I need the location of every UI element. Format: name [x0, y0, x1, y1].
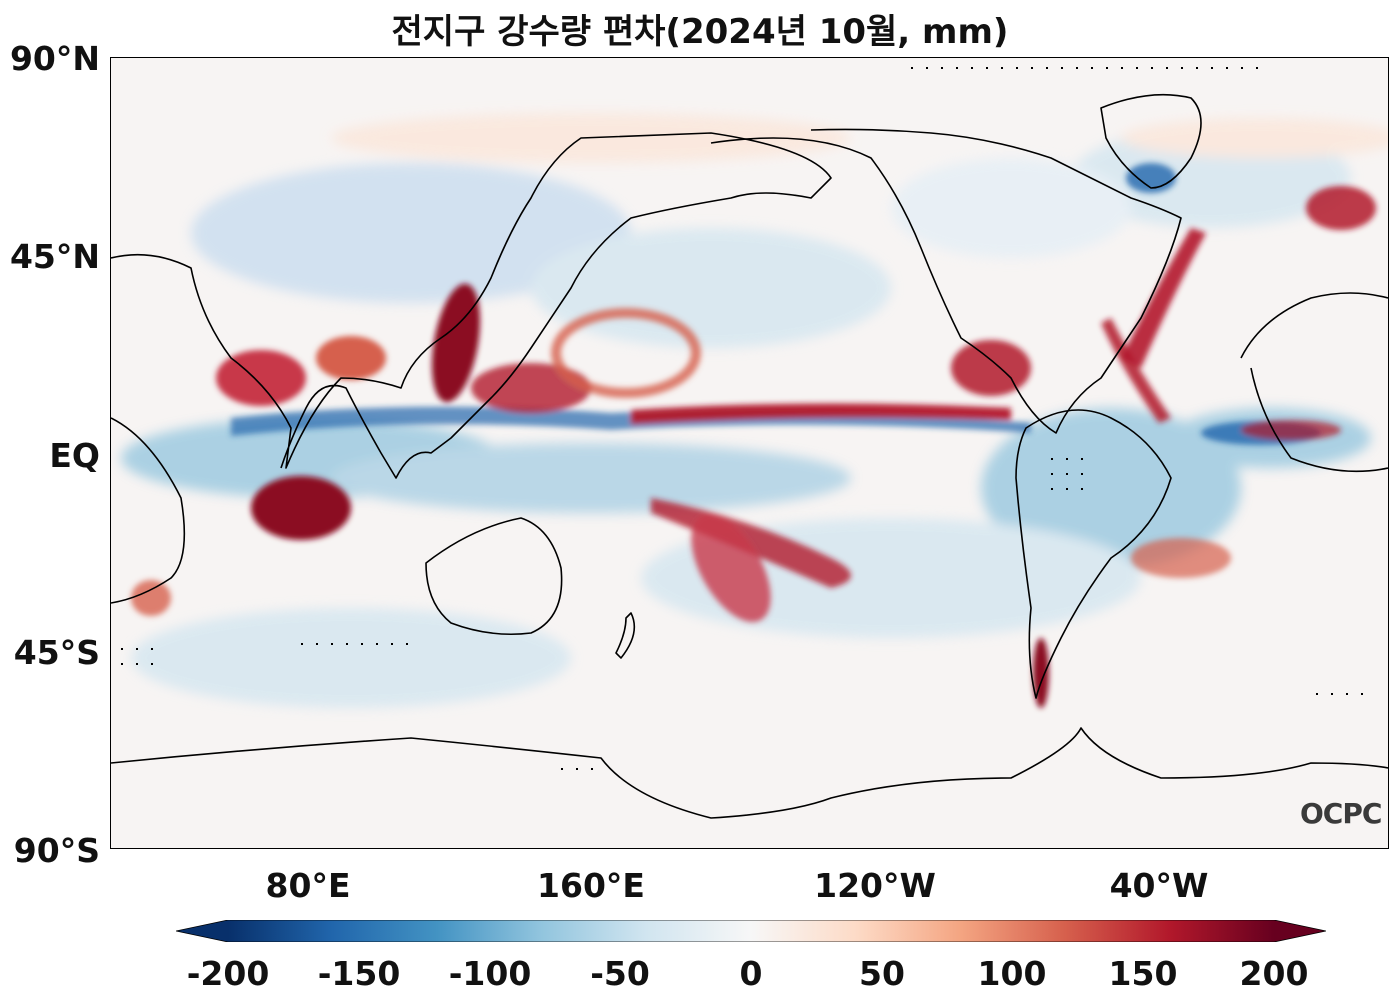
coast-australia — [425, 517, 563, 636]
coast-africa-east — [110, 417, 186, 604]
colorbar-tick-50: 50 — [859, 954, 905, 993]
coast-antarctica — [110, 727, 1389, 819]
ocpc-logo: OCPC — [1300, 797, 1382, 830]
lat-label-90s: 90°S — [13, 831, 100, 870]
lat-label-45n: 45°N — [9, 237, 100, 276]
colorbar-extend-low — [176, 920, 228, 942]
coast-north-america — [710, 128, 1182, 434]
colorbar-tick-neg100: -100 — [448, 954, 532, 993]
coast-africa-west — [1250, 367, 1389, 473]
lat-label-90n: 90°N — [9, 39, 100, 78]
coastlines — [110, 93, 1389, 819]
lon-label-120w: 120°W — [814, 866, 936, 905]
coast-south-america — [1015, 409, 1172, 699]
coast-europe — [1240, 292, 1389, 359]
colorbar-tick-neg50: -50 — [590, 954, 650, 993]
colorbar-tick-0: 0 — [739, 954, 763, 993]
colorbar-extend-high — [1274, 920, 1326, 942]
lat-label-45s: 45°S — [13, 633, 100, 672]
map-canvas — [110, 58, 1400, 848]
colorbar-body — [228, 920, 1274, 942]
coast-eurasia — [110, 132, 832, 479]
lat-label-eq: EQ — [49, 436, 100, 475]
significance-dots — [121, 67, 1363, 770]
colorbar-tick-neg200: -200 — [186, 954, 270, 993]
coast-new-zealand — [615, 612, 636, 659]
lon-label-80e: 80°E — [265, 866, 351, 905]
colorbar-tick-neg150: -150 — [317, 954, 401, 993]
colorbar-tick-100: 100 — [977, 954, 1047, 993]
coast-greenland — [1100, 93, 1202, 189]
lon-label-40w: 40°W — [1109, 866, 1209, 905]
precipitation-anomaly-map — [110, 57, 1400, 849]
map-title: 전지구 강수량 편차(2024년 10월, mm) — [391, 12, 1009, 52]
colorbar — [176, 920, 1326, 942]
colorbar-tick-150: 150 — [1108, 954, 1178, 993]
colorbar-tick-200: 200 — [1239, 954, 1309, 993]
lon-label-160e: 160°E — [537, 866, 645, 905]
